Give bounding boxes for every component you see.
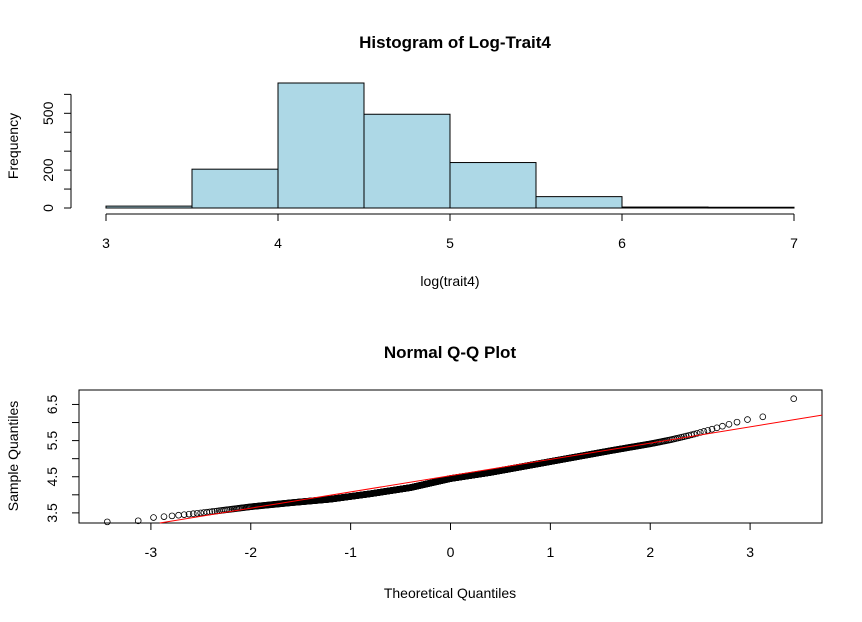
qq-x-tick-label-2: -1 bbox=[344, 544, 357, 560]
histogram-x-tick-label-2: 5 bbox=[446, 235, 454, 251]
qq-plot-title: Normal Q-Q Plot bbox=[384, 343, 517, 362]
qq-point bbox=[759, 413, 767, 421]
qq-point bbox=[719, 422, 726, 430]
qq-y-tick-label-2: 5.5 bbox=[44, 431, 60, 451]
qq-x-tick-label-3: 0 bbox=[447, 544, 455, 560]
histogram-x-axis-label: log(trait4) bbox=[420, 273, 479, 289]
qq-x-tick-label-1: -2 bbox=[245, 544, 258, 560]
qq-x-tick-label-5: 2 bbox=[646, 544, 654, 560]
histogram-bar-5 bbox=[535, 196, 623, 209]
qq-point bbox=[150, 514, 157, 521]
qq-x-tick-label-4: 1 bbox=[546, 544, 554, 560]
qq-point bbox=[690, 430, 698, 438]
histogram-y-tick-label-2: 500 bbox=[40, 101, 56, 125]
qq-y-tick-label-1: 4.5 bbox=[44, 467, 60, 487]
qq-point bbox=[708, 425, 716, 433]
qq-point bbox=[790, 395, 798, 403]
qq-y-tick-label-0: 3.5 bbox=[44, 503, 60, 523]
histogram-y-tick-label-0: 0 bbox=[40, 204, 56, 212]
histogram-title: Histogram of Log-Trait4 bbox=[359, 33, 551, 52]
histogram-panel: Histogram of Log-Trait4 log(trait4) Freq… bbox=[5, 33, 798, 289]
qq-point bbox=[725, 420, 733, 428]
qq-point bbox=[193, 509, 201, 517]
histogram-y-tick-label-1: 200 bbox=[40, 158, 56, 182]
qq-point bbox=[168, 512, 176, 520]
histogram-x-tick-label-0: 3 bbox=[102, 235, 110, 251]
histogram-bar-2 bbox=[277, 82, 365, 209]
histogram-y-axis: 0 200 500 bbox=[40, 93, 72, 212]
qq-point bbox=[185, 510, 193, 518]
qq-point bbox=[682, 432, 690, 440]
qq-point bbox=[733, 418, 741, 426]
qq-point bbox=[680, 433, 688, 440]
histogram-bar-4 bbox=[449, 162, 537, 209]
qq-x-axis: -3 -2 -1 0 1 2 3 bbox=[145, 523, 754, 560]
qq-y-axis: 3.5 4.5 5.5 6.5 bbox=[44, 395, 79, 523]
qq-point bbox=[160, 513, 168, 520]
histogram-x-tick-label-4: 7 bbox=[790, 235, 798, 251]
qq-point bbox=[197, 509, 204, 517]
qq-y-tick-label-3: 6.5 bbox=[44, 395, 60, 415]
histogram-bar-6 bbox=[621, 206, 709, 209]
histogram-x-tick-label-1: 4 bbox=[274, 235, 282, 251]
qq-point bbox=[103, 518, 111, 526]
histogram-bar-3 bbox=[363, 113, 451, 209]
histogram-y-axis-label: Frequency bbox=[5, 113, 21, 179]
qq-point bbox=[693, 429, 701, 437]
qq-x-axis-label: Theoretical Quantiles bbox=[384, 585, 516, 601]
histogram-bars bbox=[105, 82, 795, 209]
histogram-bar-0 bbox=[105, 205, 193, 209]
qq-y-axis-label: Sample Quantiles bbox=[5, 401, 21, 512]
histogram-bar-1 bbox=[191, 168, 279, 209]
qq-point bbox=[180, 511, 188, 518]
qq-point bbox=[134, 517, 142, 525]
qq-point bbox=[189, 510, 197, 518]
qq-reference-line bbox=[159, 414, 823, 524]
histogram-bar-7 bbox=[707, 206, 795, 209]
qq-x-tick-label-0: -3 bbox=[145, 544, 158, 560]
histogram-x-tick-label-3: 6 bbox=[618, 235, 626, 251]
qq-x-tick-label-6: 3 bbox=[746, 544, 754, 560]
qq-plot-panel: Normal Q-Q Plot Theoretical Quantiles Sa… bbox=[5, 343, 823, 601]
qq-point bbox=[744, 416, 751, 423]
histogram-x-axis: 3 4 5 6 7 bbox=[102, 213, 798, 251]
